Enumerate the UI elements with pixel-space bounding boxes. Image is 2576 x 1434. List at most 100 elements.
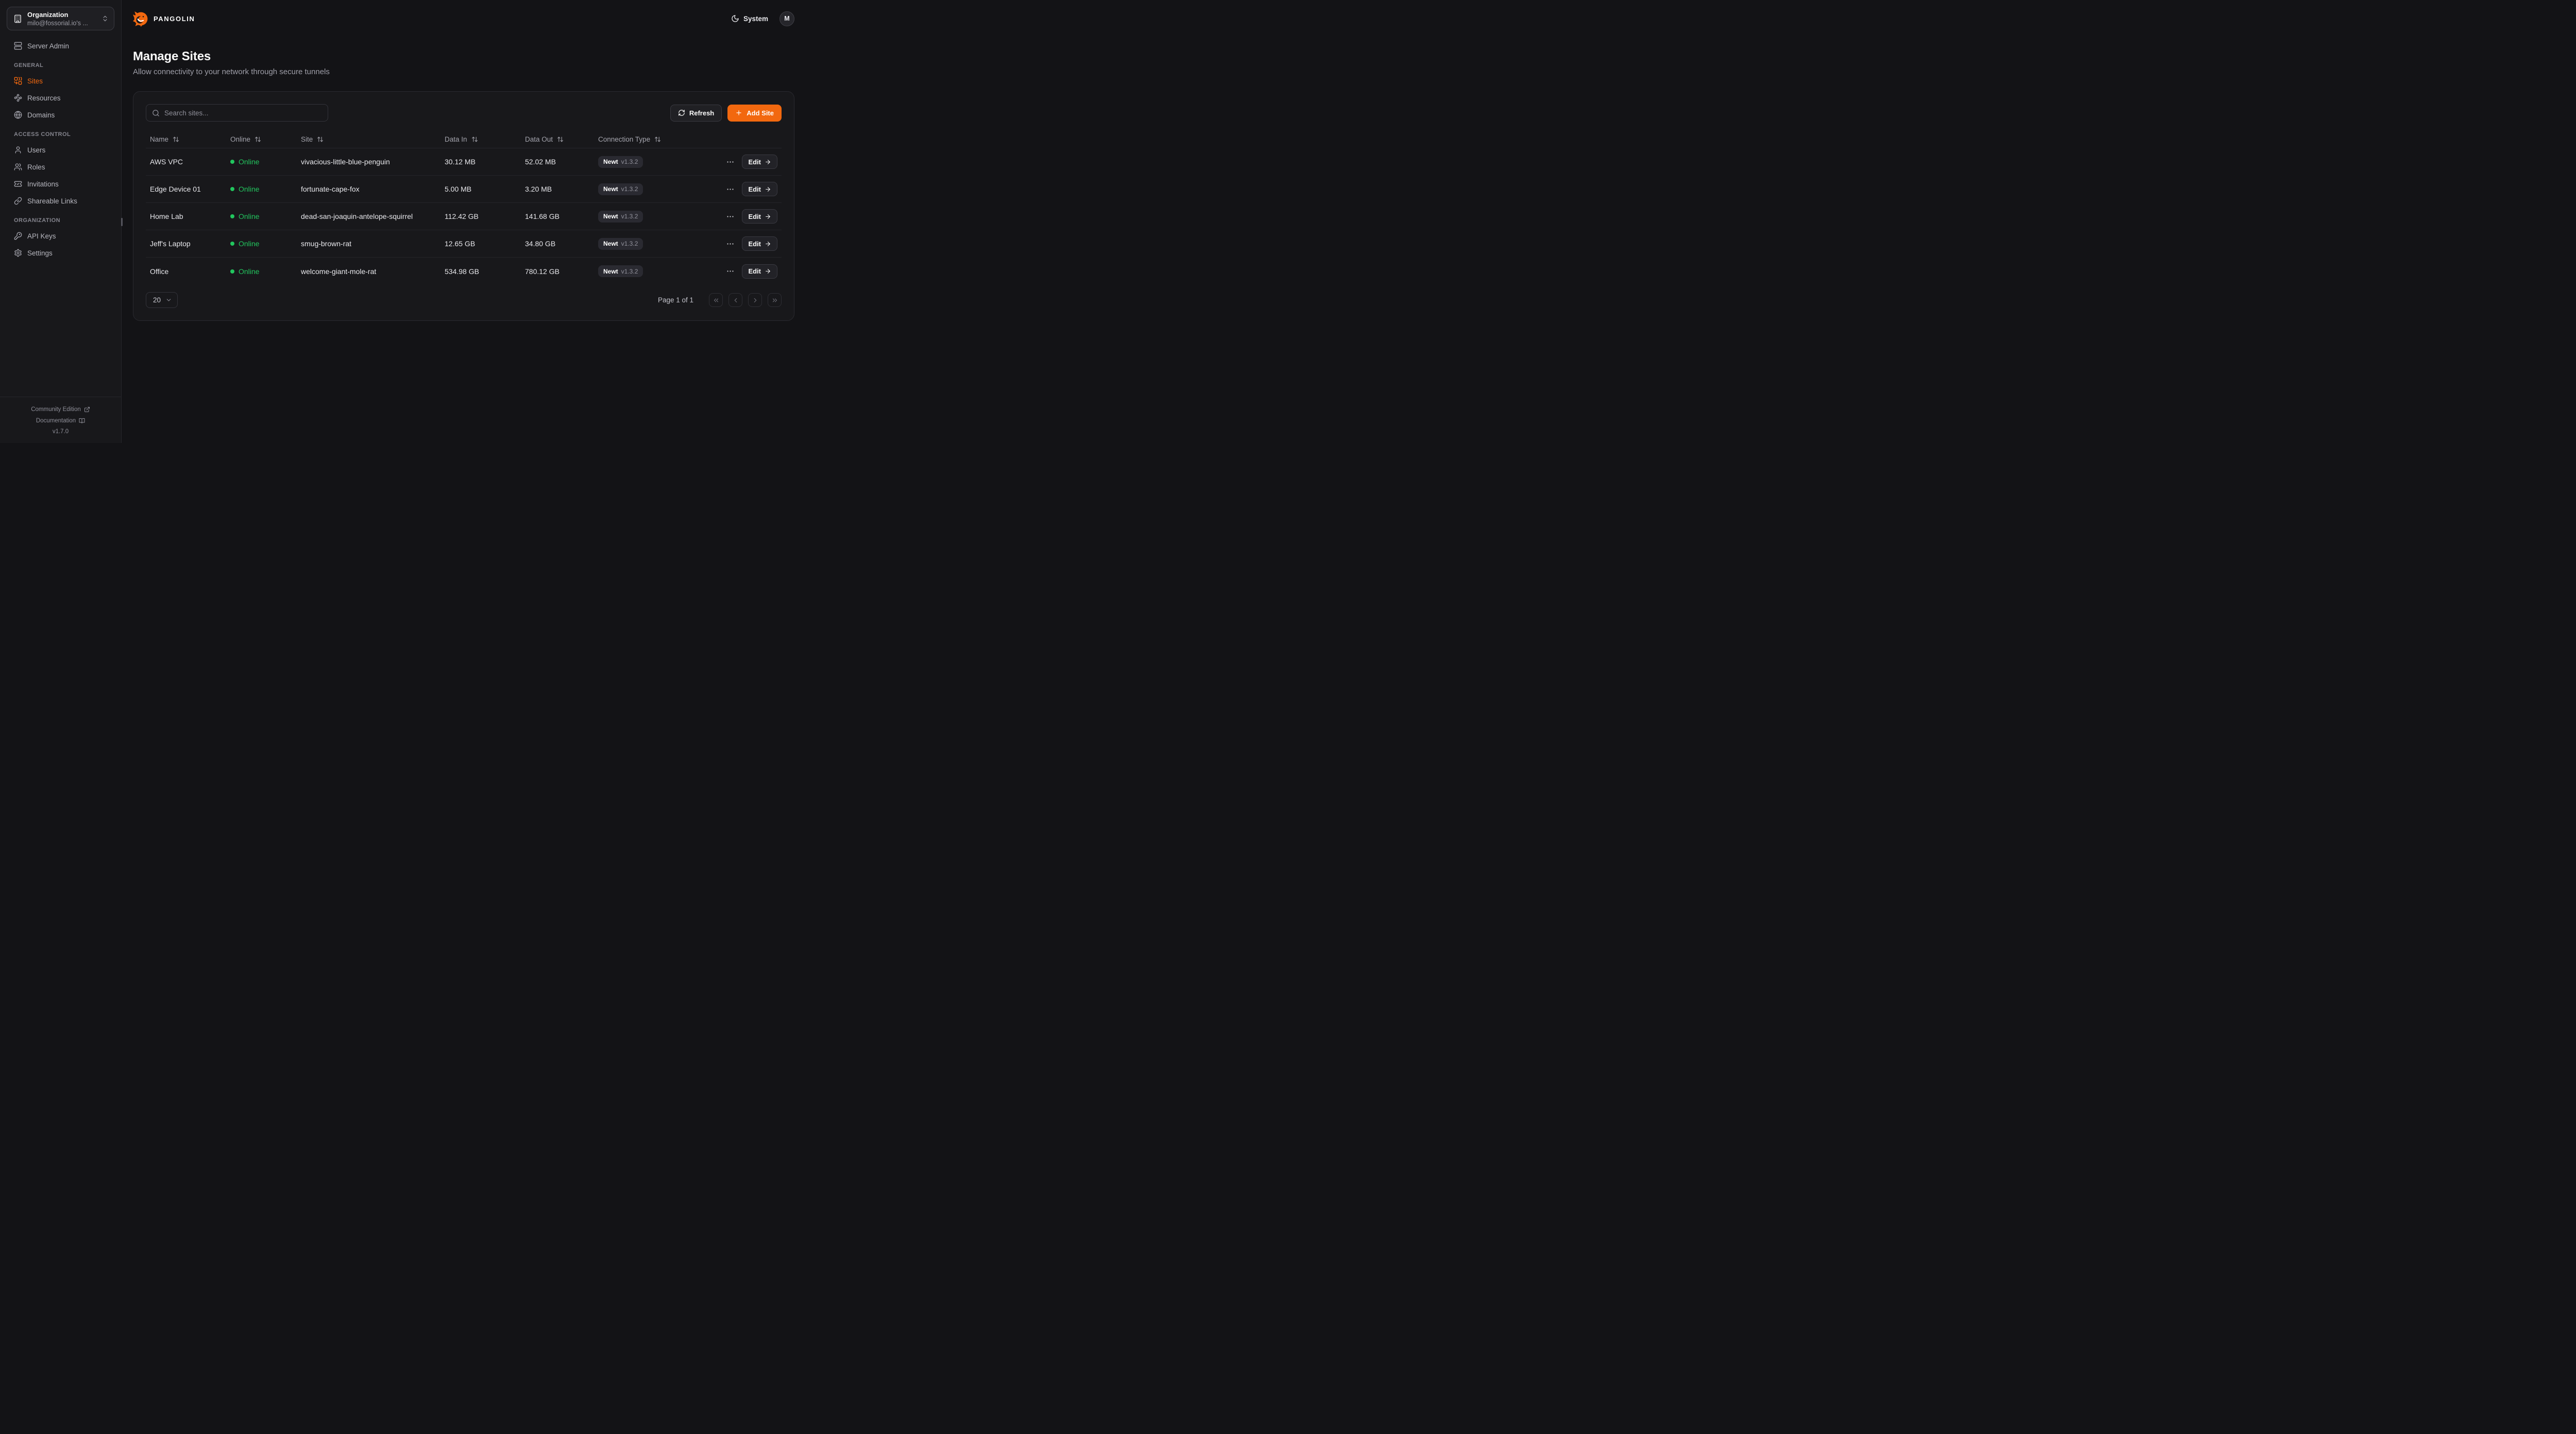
data-out-cell: 3.20 MB (525, 185, 552, 193)
data-out-cell: 780.12 GB (525, 267, 560, 276)
sidebar-item-label: Server Admin (27, 42, 70, 50)
table-row: Home Lab Online dead-san-joaquin-antelope-… (146, 203, 782, 230)
search-icon (152, 109, 160, 117)
edit-button[interactable]: Edit (742, 264, 777, 279)
sidebar-item-resources[interactable]: Resources (7, 90, 114, 106)
edit-button[interactable]: Edit (742, 155, 777, 169)
main-content: PANGOLIN System M Manage Sites Allow con… (122, 0, 808, 443)
sidebar-section-general: GENERAL (14, 62, 44, 69)
chevron-right-icon (752, 297, 759, 304)
column-header-data-in[interactable]: Data In (440, 135, 521, 143)
org-switcher[interactable]: Organization milo@fossorial.io's ... (7, 7, 114, 30)
sidebar-item-label: Users (27, 146, 46, 154)
org-switcher-label: Organization (27, 10, 69, 19)
sidebar-item-domains[interactable]: Domains (7, 107, 114, 123)
table-header-row: Name Online Site Data In Data Out Connection … (146, 131, 782, 148)
sidebar-item-label: Roles (27, 163, 45, 171)
site-name-cell: AWS VPC (150, 158, 183, 166)
row-menu-button[interactable] (726, 240, 735, 248)
previous-page-button[interactable] (728, 293, 742, 307)
avatar[interactable]: M (779, 11, 794, 26)
search-input[interactable] (164, 109, 322, 117)
connection-type-cell: Newt v1.3.2 (594, 183, 715, 195)
site-slug-cell: dead-san-joaquin-antelope-squirrel (301, 212, 413, 220)
site-name-cell: Edge Device 01 (150, 185, 201, 193)
site-status-cell: Online (226, 240, 297, 248)
site-slug-cell: fortunate-cape-fox (301, 185, 360, 193)
edit-button[interactable]: Edit (742, 209, 777, 224)
refresh-button[interactable]: Refresh (670, 104, 722, 122)
add-site-button[interactable]: Add Site (727, 104, 782, 122)
column-header-name[interactable]: Name (146, 135, 226, 143)
column-header-site[interactable]: Site (297, 135, 440, 143)
sidebar-item-users[interactable]: Users (7, 142, 114, 158)
row-menu-button[interactable] (726, 158, 735, 166)
data-in-cell: 112.42 GB (445, 212, 479, 220)
refresh-icon (678, 109, 685, 116)
online-status-dot (230, 242, 234, 246)
connection-type-badge: Newt v1.3.2 (598, 265, 643, 277)
row-menu-button[interactable] (726, 185, 735, 194)
documentation-link[interactable]: Documentation (0, 415, 121, 426)
column-header-online[interactable]: Online (226, 135, 297, 143)
sidebar-item-roles[interactable]: Roles (7, 159, 114, 175)
brand-name: PANGOLIN (154, 14, 195, 23)
page-size-select[interactable]: 20 (146, 292, 178, 308)
row-menu-button[interactable] (726, 212, 735, 221)
sidebar-item-invitations[interactable]: Invitations (7, 176, 114, 192)
data-out-cell: 52.02 MB (525, 158, 556, 166)
column-header-data-out[interactable]: Data Out (521, 135, 594, 143)
chevrons-left-icon (713, 297, 720, 304)
sidebar-item-settings[interactable]: Settings (7, 245, 114, 261)
row-menu-button[interactable] (726, 267, 735, 276)
chevrons-right-icon (771, 297, 778, 304)
link-icon (14, 197, 22, 205)
online-status-dot (230, 160, 234, 164)
sidebar-resize-handle[interactable] (121, 218, 123, 226)
site-slug-cell: welcome-giant-mole-rat (301, 267, 377, 276)
users-icon (14, 163, 22, 171)
theme-toggle[interactable]: System (731, 14, 768, 23)
site-slug-cell: vivacious-little-blue-penguin (301, 158, 390, 166)
sites-table: Name Online Site Data In Data Out Connection … (146, 131, 782, 285)
page-subtitle: Allow connectivity to your network throu… (133, 67, 330, 76)
next-page-button[interactable] (748, 293, 762, 307)
online-status-text: Online (239, 212, 260, 220)
arrow-right-icon (765, 213, 771, 220)
connection-type-cell: Newt v1.3.2 (594, 156, 715, 168)
moon-icon (731, 14, 739, 23)
sort-icon (317, 136, 324, 143)
column-header-connection-type[interactable]: Connection Type (594, 135, 715, 143)
sort-icon (557, 136, 564, 143)
sidebar-item-label: Resources (27, 94, 61, 102)
waypoints-icon (14, 94, 22, 102)
online-status-text: Online (239, 158, 260, 166)
edit-button[interactable]: Edit (742, 236, 777, 251)
sort-icon (654, 136, 661, 143)
chevron-left-icon (732, 297, 739, 304)
search-box[interactable] (146, 104, 328, 122)
key-icon (14, 232, 22, 240)
first-page-button[interactable] (709, 293, 723, 307)
data-in-cell: 30.12 MB (445, 158, 476, 166)
last-page-button[interactable] (768, 293, 782, 307)
community-edition-link[interactable]: Community Edition (0, 404, 121, 415)
arrow-right-icon (765, 159, 771, 165)
site-slug-cell: smug-brown-rat (301, 240, 352, 248)
sidebar-item-server-admin[interactable]: Server Admin (7, 38, 114, 54)
arrow-right-icon (765, 268, 771, 275)
data-in-cell: 534.98 GB (445, 267, 479, 276)
sidebar-footer: Community Edition Documentation v1.7.0 (0, 397, 121, 443)
online-status-text: Online (239, 267, 260, 276)
online-status-dot (230, 187, 234, 191)
site-name-cell: Home Lab (150, 212, 183, 220)
arrow-right-icon (765, 186, 771, 193)
sidebar-item-shareable-links[interactable]: Shareable Links (7, 193, 114, 209)
online-status-dot (230, 214, 234, 218)
sidebar-item-sites[interactable]: Sites (7, 73, 114, 89)
sidebar-item-label: Domains (27, 111, 55, 119)
pagination: 20 Page 1 of 1 (146, 292, 782, 308)
sidebar-item-api-keys[interactable]: API Keys (7, 228, 114, 244)
edit-button[interactable]: Edit (742, 182, 777, 196)
connection-type-cell: Newt v1.3.2 (594, 265, 715, 277)
